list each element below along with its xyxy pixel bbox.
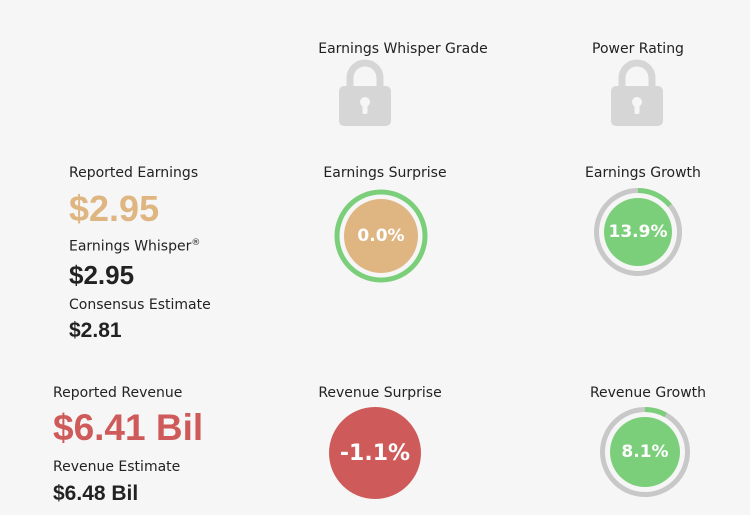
earnings-growth-progress-arc (594, 188, 682, 276)
revenue-surprise-label: Revenue Surprise (318, 385, 442, 401)
reported-earnings-label: Reported Earnings (69, 165, 199, 181)
whisper-grade-label: Earnings Whisper Grade (318, 41, 488, 57)
revenue-growth-gauge: 8.1% (599, 406, 691, 498)
reported-earnings-value: $2.95 (69, 188, 160, 229)
revenue-growth-value: 8.1% (621, 442, 669, 462)
earnings-whisper-value: $2.95 (69, 260, 135, 290)
registered-mark: ® (191, 238, 201, 248)
power-rating-lock-icon (611, 59, 663, 126)
revenue-estimate-label: Revenue Estimate (53, 459, 181, 475)
earnings-surprise-value: 0.0% (357, 226, 405, 246)
revenue-growth-ring (600, 407, 690, 497)
revenue-surprise-gauge: -1.1% (329, 407, 421, 499)
revenue-growth-label: Revenue Growth (589, 385, 707, 401)
earnings-growth-label: Earnings Growth (585, 165, 701, 181)
earnings-whisper-label: Earnings Whisper® (69, 238, 200, 255)
revenue-growth-progress-arc (600, 407, 690, 497)
earnings-growth-gauge: 13.9% (593, 187, 683, 277)
earnings-surprise-ring (334, 189, 428, 283)
earnings-growth-value: 13.9% (608, 222, 668, 242)
power-rating-label: Power Rating (592, 41, 684, 57)
revenue-surprise-circle (329, 407, 421, 499)
consensus-estimate-value: $2.81 (69, 319, 122, 342)
earnings-growth-ring (594, 188, 682, 276)
revenue-surprise-value: -1.1% (339, 440, 411, 466)
earnings-whisper-text: Earnings Whisper (69, 238, 192, 255)
earnings-surprise-gauge: 0.0% (334, 189, 428, 283)
reported-revenue-value: $6.41 Bil (53, 407, 204, 448)
revenue-estimate-value: $6.48 Bil (53, 482, 139, 505)
consensus-estimate-label: Consensus Estimate (69, 297, 211, 313)
earnings-surprise-label: Earnings Surprise (323, 165, 447, 181)
reported-revenue-label: Reported Revenue (53, 385, 183, 401)
whisper-grade-lock-icon (339, 59, 391, 126)
